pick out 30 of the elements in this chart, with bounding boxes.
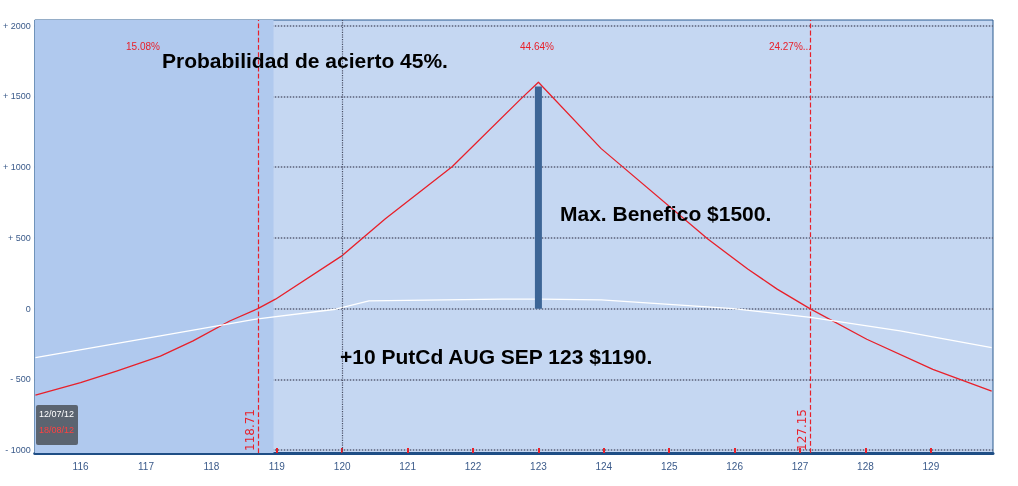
annotation: 24.27%...	[768, 40, 812, 52]
x-tick-label: 121	[399, 460, 417, 472]
ref-line-label: 127.15	[794, 409, 809, 451]
x-tick-label: 118	[203, 460, 220, 472]
y-tick-label: + 1500	[3, 91, 31, 102]
x-tick-label: 126	[726, 460, 744, 472]
annotation: Probabilidad de acierto 45%.	[162, 48, 448, 72]
x-tick-label: 116	[72, 460, 89, 472]
y-tick-label: - 1000	[5, 445, 31, 456]
y-tick-label: - 500	[10, 374, 31, 385]
x-tick-label: 129	[922, 460, 940, 472]
x-tick-label: 120	[333, 460, 351, 472]
annotation: 15.08%	[126, 40, 161, 52]
annotation: +10 PutCd AUG SEP 123 $1190.	[340, 344, 653, 368]
x-tick-label: 119	[268, 460, 286, 472]
x-tick-label: 123	[530, 460, 548, 472]
y-tick-label: + 1000	[3, 162, 31, 173]
x-tick-label: 128	[857, 460, 875, 472]
y-tick-label: + 500	[8, 232, 31, 243]
annotation: 12/07/12	[39, 408, 75, 419]
y-tick-label: + 2000	[3, 20, 31, 31]
ref-line-label: 118.71	[242, 409, 257, 451]
x-tick-label: 127	[791, 460, 809, 472]
x-tick-label: 122	[464, 460, 482, 472]
x-tick-label: 124	[595, 460, 613, 472]
annotation: 44.64%	[520, 40, 555, 52]
annotation: 18/08/12	[39, 424, 75, 435]
x-tick-label: 125	[660, 460, 679, 472]
x-tick-label: 117	[137, 460, 155, 472]
y-tick-label: 0	[25, 303, 31, 314]
